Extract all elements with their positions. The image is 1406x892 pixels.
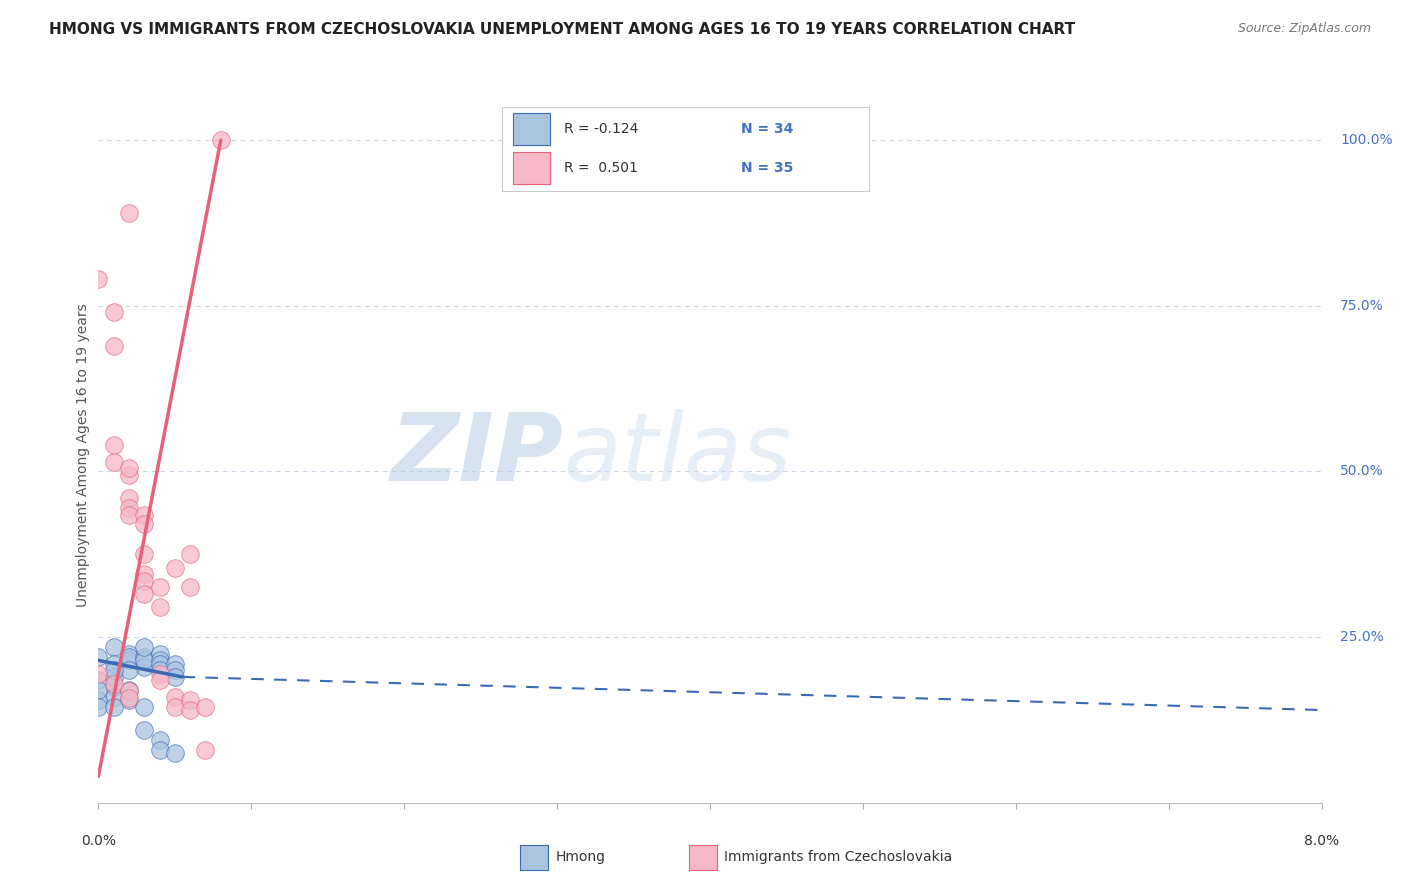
Point: [134, 567, 156, 582]
Point: [163, 657, 186, 671]
Point: [134, 547, 156, 561]
Point: [87, 699, 110, 714]
Point: [103, 338, 125, 352]
Point: [134, 699, 156, 714]
Point: [103, 640, 125, 654]
Point: [118, 684, 141, 698]
Text: 0.0%: 0.0%: [82, 834, 115, 848]
Point: [103, 680, 125, 694]
Point: [179, 547, 201, 561]
Point: [149, 663, 172, 677]
Point: [149, 673, 172, 688]
Point: [163, 690, 186, 704]
Point: [103, 670, 125, 684]
Point: [118, 508, 141, 522]
Point: [163, 663, 186, 677]
Point: [118, 206, 141, 220]
Point: [118, 647, 141, 661]
Text: 25.0%: 25.0%: [1340, 630, 1384, 644]
Point: [118, 693, 141, 707]
Point: [87, 683, 110, 698]
Point: [149, 581, 172, 595]
Text: Hmong: Hmong: [555, 850, 606, 864]
Point: [118, 683, 141, 698]
Point: [118, 663, 141, 677]
Point: [134, 508, 156, 522]
Point: [87, 272, 110, 286]
Point: [149, 600, 172, 615]
Point: [118, 461, 141, 475]
Point: [134, 640, 156, 654]
Point: [134, 723, 156, 737]
Text: HMONG VS IMMIGRANTS FROM CZECHOSLOVAKIA UNEMPLOYMENT AMONG AGES 16 TO 19 YEARS C: HMONG VS IMMIGRANTS FROM CZECHOSLOVAKIA …: [49, 22, 1076, 37]
Point: [103, 690, 125, 704]
Point: [87, 650, 110, 665]
Point: [163, 699, 186, 714]
Point: [149, 732, 172, 747]
Point: [103, 699, 125, 714]
Point: [134, 660, 156, 674]
Point: [103, 454, 125, 468]
Point: [179, 581, 201, 595]
Point: [163, 670, 186, 684]
Point: [103, 305, 125, 319]
Text: 75.0%: 75.0%: [1340, 299, 1384, 313]
Point: [194, 699, 217, 714]
Point: [134, 574, 156, 588]
Text: 100.0%: 100.0%: [1340, 133, 1392, 147]
Point: [134, 587, 156, 601]
Point: [118, 653, 141, 667]
Point: [118, 467, 141, 482]
Point: [209, 133, 232, 147]
Point: [149, 657, 172, 671]
Point: [194, 743, 217, 757]
Text: Immigrants from Czechoslovakia: Immigrants from Czechoslovakia: [724, 850, 952, 864]
Text: 8.0%: 8.0%: [1305, 834, 1339, 848]
Point: [134, 650, 156, 665]
Point: [103, 438, 125, 452]
Point: [118, 691, 141, 706]
Point: [87, 673, 110, 688]
Point: [163, 746, 186, 760]
Point: [149, 743, 172, 757]
Point: [103, 657, 125, 671]
Point: [87, 666, 110, 681]
Text: ZIP: ZIP: [391, 409, 564, 501]
Point: [118, 500, 141, 515]
Point: [103, 676, 125, 690]
Point: [149, 653, 172, 667]
Text: atlas: atlas: [564, 409, 792, 500]
Point: [103, 663, 125, 677]
Point: [149, 666, 172, 681]
Point: [179, 693, 201, 707]
Text: Source: ZipAtlas.com: Source: ZipAtlas.com: [1237, 22, 1371, 36]
Point: [179, 703, 201, 717]
Point: [134, 517, 156, 532]
Point: [118, 650, 141, 665]
Text: 50.0%: 50.0%: [1340, 465, 1384, 478]
Point: [163, 560, 186, 574]
Point: [87, 693, 110, 707]
Point: [118, 491, 141, 505]
Y-axis label: Unemployment Among Ages 16 to 19 years: Unemployment Among Ages 16 to 19 years: [76, 303, 90, 607]
Point: [134, 653, 156, 667]
Point: [149, 647, 172, 661]
